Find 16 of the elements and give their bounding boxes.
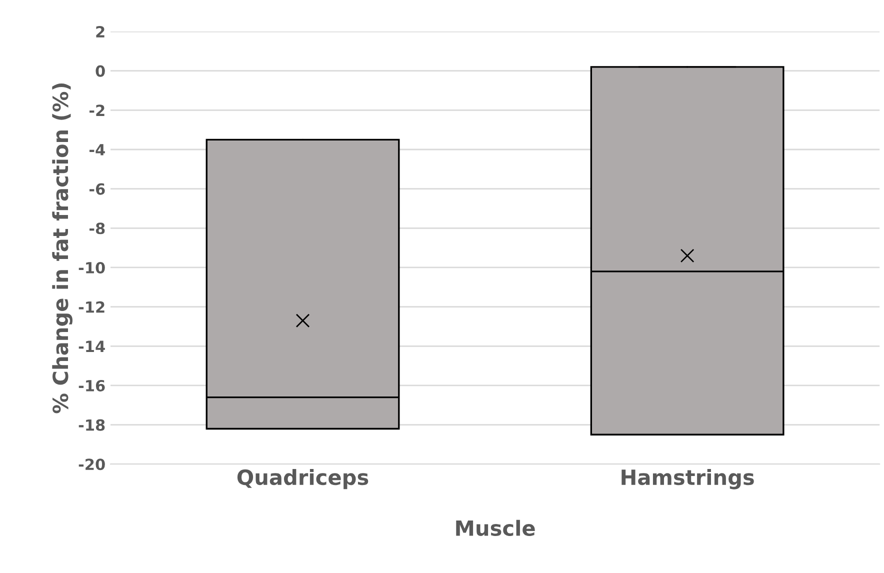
y-tick-label: -2 xyxy=(89,104,104,116)
y-tick-label: -6 xyxy=(89,183,105,195)
y-tick-label: 2 xyxy=(96,26,104,38)
y-tick-label: -18 xyxy=(78,419,105,431)
y-tick-label: -20 xyxy=(78,458,105,470)
y-tick-label: -12 xyxy=(78,301,104,313)
y-axis-title: % Change in fat fraction (%) xyxy=(52,84,72,414)
y-tick-label: -14 xyxy=(78,340,105,352)
y-tick-label: -16 xyxy=(78,380,105,392)
x-axis-title: Muscle xyxy=(456,520,535,536)
y-tick-label: -10 xyxy=(78,262,105,274)
y-tick-label: -8 xyxy=(89,222,105,234)
x-tick-label: Quadriceps xyxy=(237,468,368,490)
x-tick-label: Hamstrings xyxy=(622,468,754,490)
y-tick-label: 0 xyxy=(96,65,105,77)
y-tick-label: -4 xyxy=(89,144,105,156)
